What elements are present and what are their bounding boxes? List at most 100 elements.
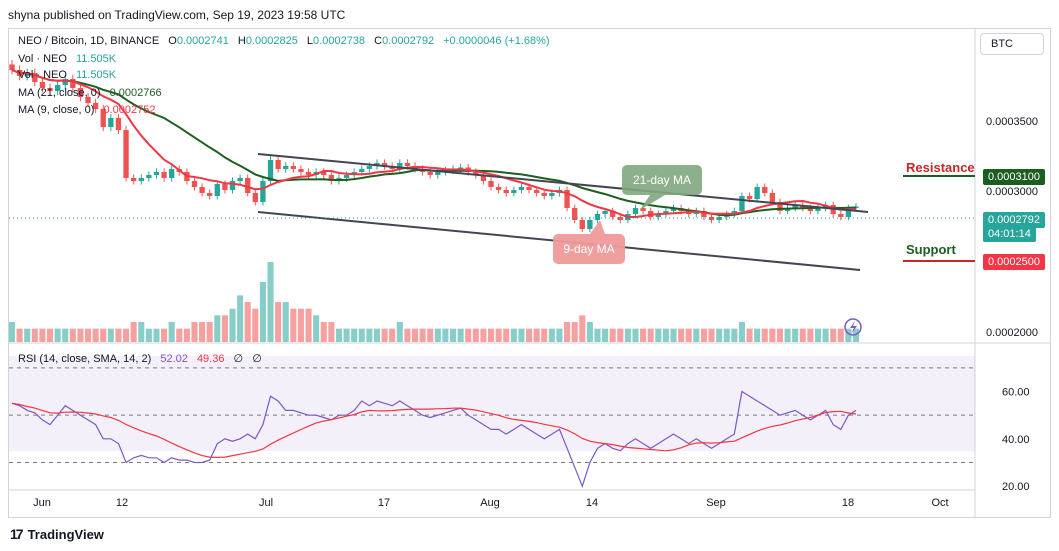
rsi-tick-label: 60.00 xyxy=(1002,387,1030,399)
volume-bar xyxy=(396,322,403,342)
candle-body xyxy=(283,166,289,169)
candle-body xyxy=(169,169,175,178)
candle-body xyxy=(739,196,745,211)
publish-caption: shyna published on TradingView.com, Sep … xyxy=(8,8,346,22)
legend-close: 0.0002792 xyxy=(382,35,435,47)
rsi-lines xyxy=(9,367,975,488)
volume-bar xyxy=(275,302,282,342)
candle-body xyxy=(533,190,540,193)
candle-body xyxy=(275,160,281,169)
resistance-price-tag: 0.0003100 xyxy=(983,169,1045,185)
volume-bar xyxy=(579,315,586,342)
candle-body xyxy=(305,172,312,175)
volume-bar xyxy=(738,322,745,342)
candle-body xyxy=(138,178,144,181)
candle-body xyxy=(731,211,738,214)
candle-body xyxy=(115,118,122,130)
time-tick-label: Oct xyxy=(931,497,948,509)
volume-bar xyxy=(199,322,206,342)
legend-rsi-label: RSI (14, close, SMA, 14, 2) xyxy=(18,353,152,365)
tradingview-logo[interactable]: 17 TradingView xyxy=(10,526,104,542)
volume-bar xyxy=(221,315,228,342)
volume-bar xyxy=(381,328,388,342)
legend-rsi3: ∅ xyxy=(233,353,244,365)
volume-bar xyxy=(358,328,365,342)
volume-bar xyxy=(267,262,274,342)
candle-body xyxy=(130,178,137,181)
time-tick-label: 18 xyxy=(842,497,854,509)
candle-body xyxy=(85,97,91,103)
volume-bar xyxy=(39,328,46,342)
grid-layer xyxy=(9,29,1050,517)
legend-vol2: 11.505K xyxy=(75,69,117,81)
candle-body xyxy=(640,208,646,211)
volume-bar xyxy=(700,328,707,342)
candle-body xyxy=(359,169,365,172)
candle-body xyxy=(762,187,768,193)
candle-body xyxy=(754,187,760,199)
candle-body xyxy=(214,184,220,196)
volume-bar xyxy=(373,328,381,342)
volume-bar xyxy=(708,328,715,342)
legend-rsi-row: RSI (14, close, SMA, 14, 2) 52.02 49.36 … xyxy=(18,352,262,365)
candle-body xyxy=(815,208,821,211)
volume-bar xyxy=(161,328,168,342)
legend-vol-row: Vol · NEO 11.505K xyxy=(18,53,116,65)
ma9-callout-text: 9-day MA xyxy=(563,242,614,256)
legend-rsi2: 49.36 xyxy=(196,353,225,365)
volume-bar xyxy=(602,328,609,342)
time-tick-label: 14 xyxy=(586,497,598,509)
lightning-icon xyxy=(844,318,862,336)
volume-bar xyxy=(244,302,251,342)
volume-bar xyxy=(449,328,457,342)
candle-body xyxy=(229,181,236,190)
volume-bar xyxy=(822,328,829,342)
volume-bar xyxy=(564,322,571,342)
volume-bar xyxy=(754,328,761,342)
support-label: Support xyxy=(906,242,956,257)
legend-low: 0.0002738 xyxy=(313,35,366,47)
time-tick-label: Sep xyxy=(706,497,726,509)
candle-body xyxy=(366,166,373,169)
legend-high-label: H xyxy=(237,35,246,47)
volume-bar xyxy=(77,328,84,342)
currency-button[interactable]: BTC xyxy=(980,33,1044,55)
candle-body xyxy=(260,181,266,202)
candle-body xyxy=(457,167,464,169)
volume-bar xyxy=(541,328,548,342)
volume-bar xyxy=(107,328,114,342)
legend-ma9: 0.0002752 xyxy=(103,104,156,116)
candle-body xyxy=(845,208,852,217)
candle-body xyxy=(746,196,753,199)
volume-bar xyxy=(480,328,487,342)
volume-bar xyxy=(31,328,38,342)
volume-bar xyxy=(252,308,259,342)
volume-bar xyxy=(442,328,449,342)
time-tick-label: 17 xyxy=(378,497,390,509)
candle-body xyxy=(47,88,53,91)
volume-bar xyxy=(411,328,419,342)
candle-body xyxy=(404,163,411,166)
legend-close-label: C xyxy=(374,35,383,47)
volume-bar xyxy=(685,328,692,342)
volume-bar xyxy=(54,328,61,342)
candle-body xyxy=(792,205,798,208)
volume-bar xyxy=(837,328,844,342)
volume-bar xyxy=(259,282,266,342)
candle-body xyxy=(62,79,68,85)
candle-body xyxy=(267,160,274,181)
candle-body xyxy=(853,206,859,208)
volume-bar xyxy=(723,328,730,342)
current-price-tag: 0.0002792 xyxy=(983,212,1045,228)
rsi-tick-label: 40.00 xyxy=(1002,434,1030,446)
candle-body xyxy=(708,217,715,220)
volume-bar xyxy=(343,328,350,342)
volume-bar xyxy=(799,328,806,342)
channel-upper xyxy=(257,153,869,213)
volume-bar xyxy=(693,328,700,342)
volume-bar xyxy=(229,308,236,342)
volume-bar xyxy=(214,315,221,342)
volume-bar xyxy=(168,322,175,342)
volume-bar xyxy=(320,322,327,342)
